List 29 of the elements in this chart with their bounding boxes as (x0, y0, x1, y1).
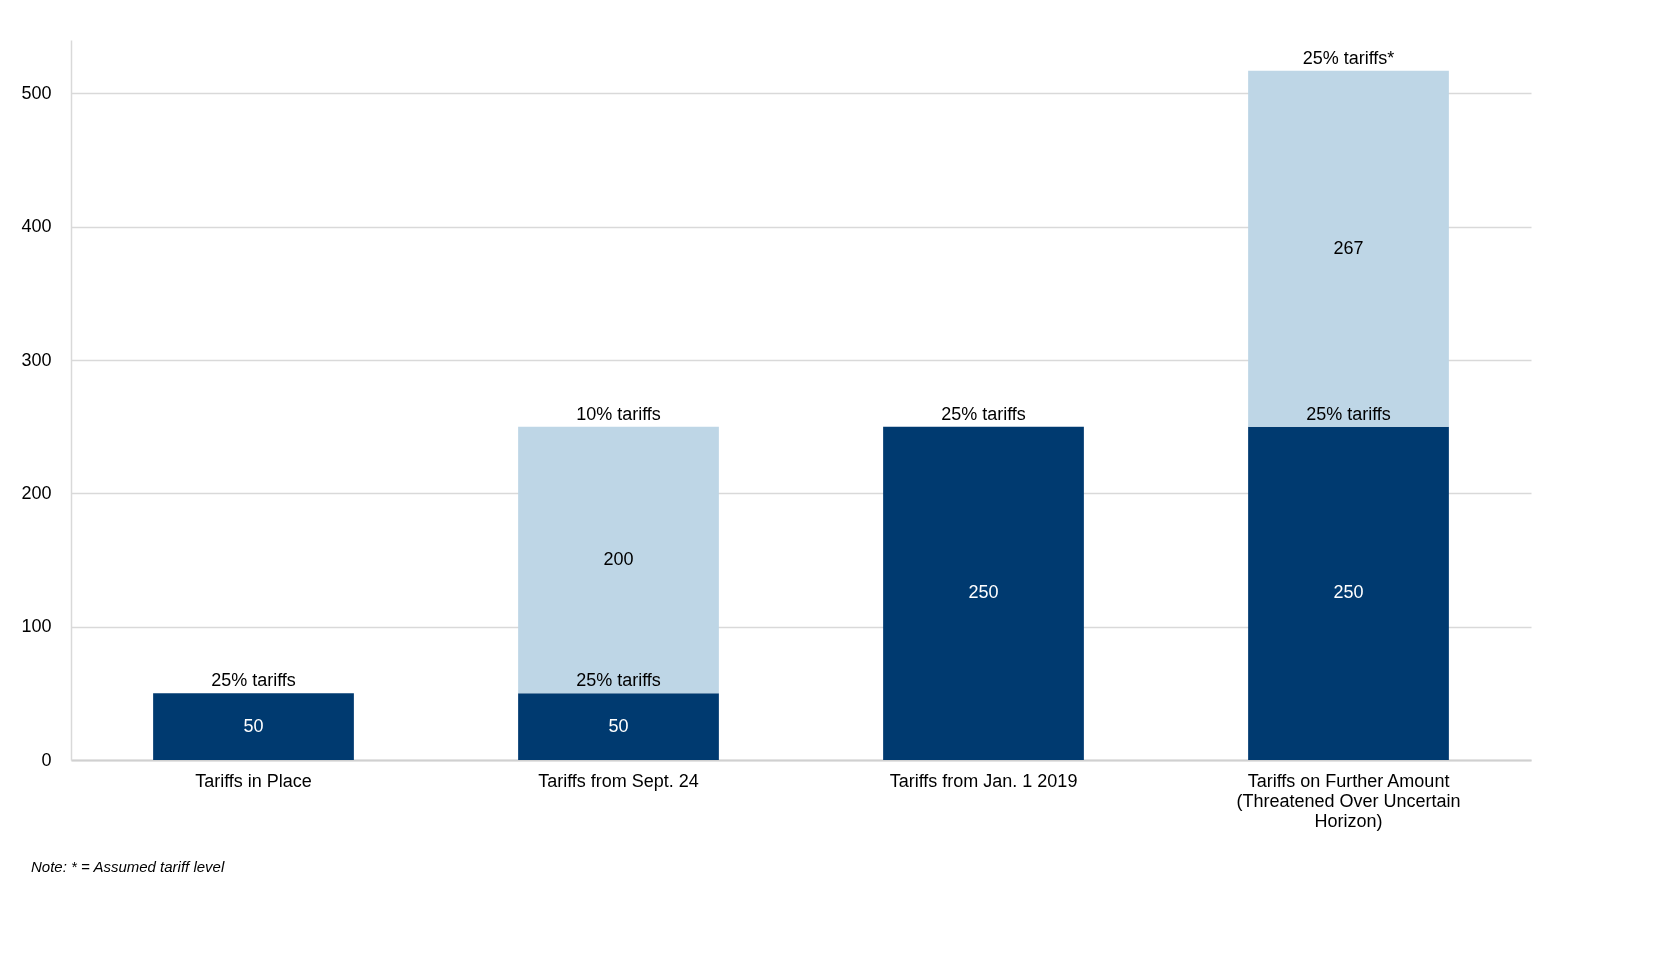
annotation: 10% tariffs (576, 403, 661, 424)
bar (883, 426, 1084, 760)
y-tick-label: 100 (21, 616, 52, 637)
annotation: 25% tariffs (211, 670, 296, 691)
data-label: 250 (1333, 582, 1364, 603)
x-tick-label: Tariffs from Jan. 1 2019 (889, 770, 1078, 791)
y-tick-label: 200 (21, 482, 52, 503)
y-tick-label: 500 (21, 82, 52, 103)
bar (153, 693, 354, 760)
data-label: 50 (243, 715, 264, 736)
x-tick-label: Tariffs from Sept. 24 (538, 770, 699, 791)
bar (1248, 426, 1449, 760)
x-tick-label: Tariffs in Place (195, 770, 312, 791)
bar (518, 426, 719, 694)
y-tick-label: 400 (21, 216, 52, 237)
annotation: 25% tariffs (941, 403, 1026, 424)
data-label: 200 (603, 549, 634, 569)
annotation: 25% tariffs (1306, 403, 1391, 424)
y-tick-label: 0 (41, 749, 52, 770)
data-label: 250 (968, 582, 999, 603)
data-label: 267 (1333, 237, 1364, 258)
bar (1248, 70, 1449, 427)
text: Note: * = Assumed tariff level (31, 858, 225, 875)
x-tick-label: Tariffs on Further Amount (Threatened Over Uncertain Horizon) (1236, 770, 1461, 831)
annotation: 25% tariffs* (1302, 47, 1395, 68)
annotation: 25% tariffs (576, 670, 661, 691)
bar (518, 693, 719, 760)
data-label: 50 (608, 715, 629, 736)
y-tick-label: 300 (21, 349, 52, 370)
